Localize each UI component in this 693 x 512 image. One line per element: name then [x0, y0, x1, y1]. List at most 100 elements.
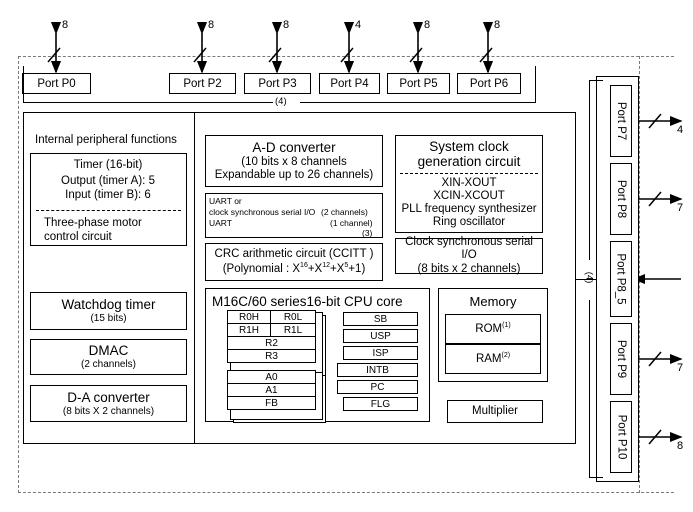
port-box-p0[interactable]: Port P0	[22, 73, 91, 94]
adc-line2: Expandable up to 26 channels)	[214, 168, 374, 181]
top-bus-line-left	[23, 102, 273, 103]
clock-title1: System clock	[429, 139, 509, 154]
rom-label-wrap: ROM(1)	[475, 322, 510, 336]
ram-label: RAM	[475, 352, 502, 365]
adc-title: A-D converter	[252, 140, 336, 156]
port-bits-p8: 7	[677, 202, 684, 214]
rom-box: ROM(1)	[445, 314, 541, 344]
watchdog-title: Watchdog timer	[61, 297, 156, 313]
port-box-p6[interactable]: Port P6	[457, 73, 521, 94]
reg-a1: A1	[227, 383, 316, 397]
adc-box: A-D converter (10 bits x 8 channels Expa…	[205, 135, 383, 187]
port-label-p2: Port P2	[183, 77, 222, 90]
right-bus-top	[589, 80, 603, 81]
crc-poly-sup1: 16	[300, 261, 308, 269]
port-box-p8-5[interactable]: Port P8_5	[610, 241, 632, 317]
reg-label-r2: R2	[265, 337, 278, 349]
chip-boundary-right	[639, 56, 640, 493]
reg-r1h: R1H	[227, 323, 271, 337]
uart-box	[205, 193, 383, 238]
motor-line2: control circuit	[44, 231, 112, 243]
clock-item1: XIN-XOUT	[441, 177, 497, 189]
clock-box	[395, 135, 543, 233]
timer-motor-box	[30, 153, 187, 246]
watchdog-sub: (15 bits)	[90, 313, 127, 324]
reg-r3: R3	[227, 349, 316, 363]
port-bits-p6: 8	[494, 19, 501, 31]
sio-box: Clock synchronous serial I/O (8 bits x 2…	[395, 236, 543, 275]
timer-motor-separator	[36, 210, 181, 211]
port-box-p3[interactable]: Port P3	[244, 73, 311, 94]
reg-intb: INTB	[337, 363, 418, 377]
port-label-p10: Port P10	[615, 414, 627, 460]
peripheral-section-label: Internal peripheral functions	[35, 134, 177, 146]
port-bits-p9: 7	[677, 362, 684, 374]
timer-input-line: Input (timer B): 6	[65, 189, 151, 201]
port-label-p3: Port P3	[258, 77, 297, 90]
top-bus-line-right	[300, 102, 536, 103]
crc-poly-mid1: +X	[307, 262, 323, 275]
right-bus-line-upper	[589, 80, 590, 260]
rom-note: (1)	[502, 321, 511, 329]
watchdog-box: Watchdog timer (15 bits)	[30, 292, 187, 330]
ram-note: (2)	[501, 351, 511, 359]
chip-boundary-bottom	[18, 492, 674, 493]
reg-r0l: R0L	[270, 310, 316, 324]
port-box-p9[interactable]: Port P9	[610, 323, 632, 395]
uart-line2-right: (2 channels)	[321, 207, 368, 217]
memory-label: Memory	[469, 294, 517, 309]
uart-line2-left: clock synchronous serial I/O	[209, 207, 316, 217]
reg-label-usp: USP	[370, 330, 391, 342]
crc-poly-end: +1)	[348, 262, 366, 275]
reg-label-fb: FB	[265, 397, 278, 409]
port-bits-p10: 8	[677, 440, 684, 452]
dmac-sub: (2 channels)	[80, 359, 137, 370]
reg-label-flg: FLG	[370, 398, 391, 410]
port-box-p5[interactable]: Port P5	[387, 73, 450, 94]
reg-usp: USP	[343, 329, 418, 343]
port-box-p7[interactable]: Port P7	[610, 85, 632, 157]
port-bits-p0: 8	[62, 19, 69, 31]
uart-line1: UART or	[209, 196, 242, 206]
top-bus-left-riser	[23, 66, 24, 103]
port-label-p5: Port P5	[399, 77, 438, 90]
reg-label-r0l: R0L	[283, 311, 303, 323]
port-label-p8: Port P8	[615, 179, 628, 219]
multiplier-box: Multiplier	[447, 400, 543, 423]
reg-fb: FB	[227, 396, 316, 410]
port-label-p9: Port P9	[615, 339, 628, 379]
dac-title: D-A converter	[67, 389, 150, 405]
clock-item4: Ring oscillator	[432, 216, 506, 228]
port-bits-p3: 8	[283, 19, 290, 31]
port-box-p10[interactable]: Port P10	[610, 401, 632, 473]
ram-box: RAM(2)	[445, 344, 541, 374]
clock-title2: generation circuit	[417, 154, 521, 169]
port-bits-p2: 8	[208, 19, 215, 31]
port-label-p7: Port P7	[615, 101, 628, 141]
reg-r1l: R1L	[270, 323, 316, 337]
sio-line2: (8 bits x 2 channels)	[417, 262, 521, 275]
dac-sub: (8 bits X 2 channels)	[62, 405, 155, 417]
port-box-p4[interactable]: Port P4	[319, 73, 380, 94]
reg-r0h: R0H	[227, 310, 271, 324]
crc-poly-mid2: +X	[330, 262, 345, 275]
port-label-p8-5: Port P8_5	[615, 253, 627, 305]
top-bus-right-riser	[535, 66, 536, 103]
reg-sb: SB	[343, 312, 418, 326]
crc-polynomial: (Polynomial : X16+X12+X5+1)	[223, 262, 366, 276]
reg-label-intb: INTB	[366, 364, 389, 376]
chip-boundary-left	[18, 56, 19, 493]
port-box-p8[interactable]: Port P8	[610, 163, 632, 235]
chip-boundary-top	[18, 56, 674, 57]
crc-poly-pre: (Polynomial : X	[222, 262, 301, 275]
reg-label-r3: R3	[265, 350, 278, 362]
reg-label-r1l: R1L	[283, 324, 303, 336]
port-bits-p4: 4	[355, 19, 362, 31]
reg-label-a1: A1	[265, 384, 278, 396]
port-label-p4: Port P4	[330, 77, 369, 90]
sio-line1: Clock synchronous serial I/O	[405, 236, 533, 262]
reg-label-r0h: R0H	[238, 311, 259, 323]
crc-line1: CRC arithmetic circuit (CCITT )	[214, 248, 374, 261]
port-box-p2[interactable]: Port P2	[169, 73, 236, 94]
